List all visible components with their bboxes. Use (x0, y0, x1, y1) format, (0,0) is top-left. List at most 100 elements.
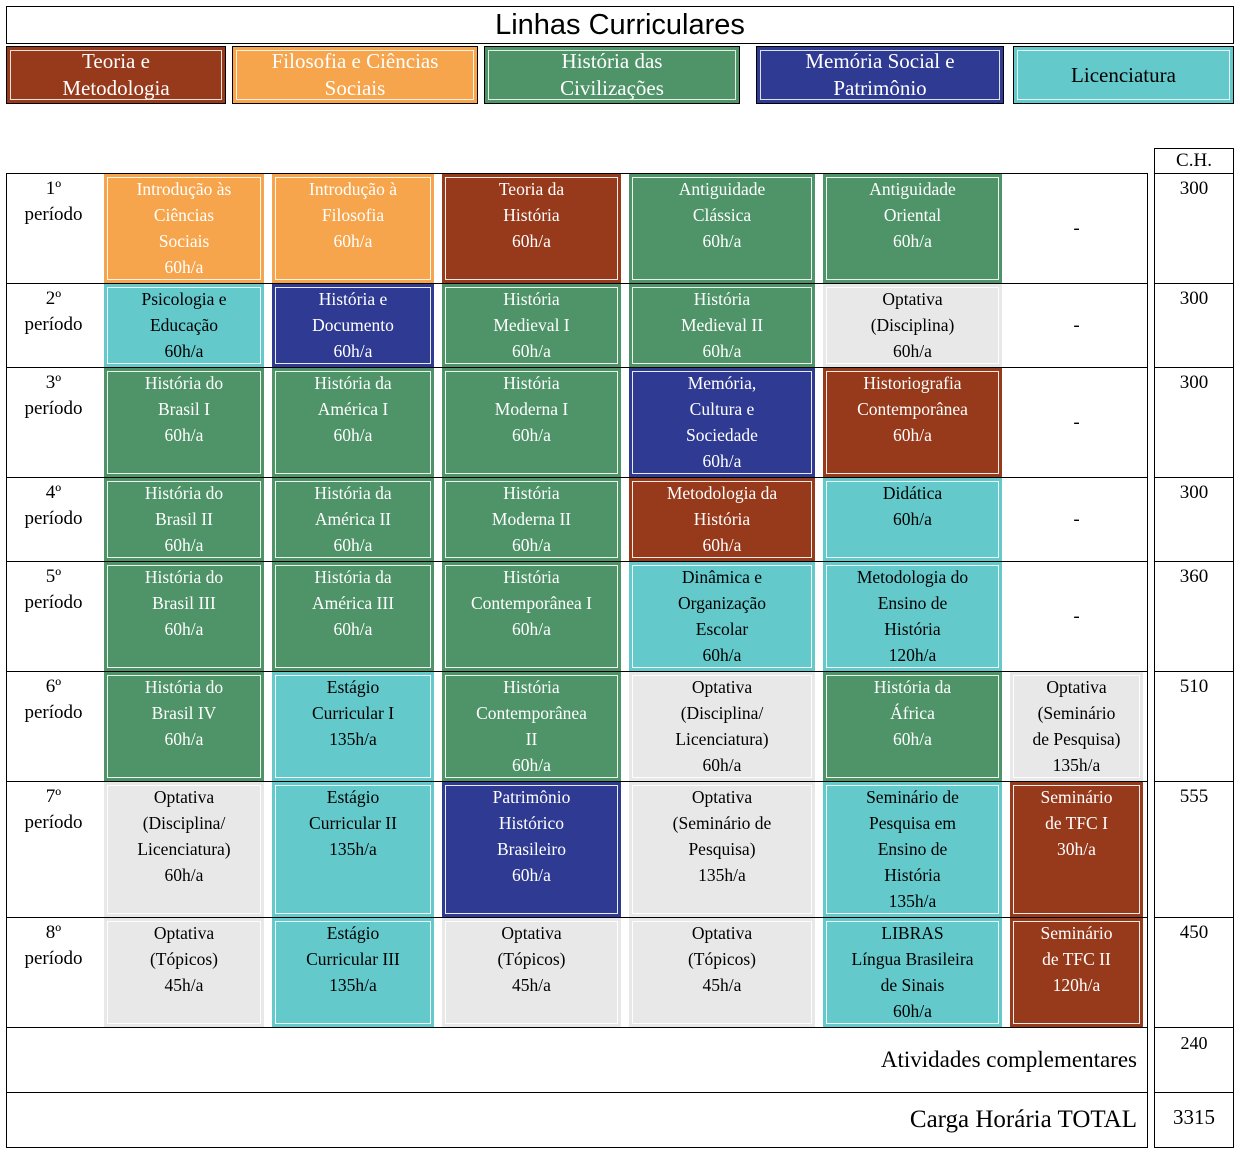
course-line: História (503, 289, 560, 309)
course-line: Contemporânea (857, 399, 968, 419)
course-cell: Optativa (Seminário de Pesquisa) 135h/a (1010, 672, 1143, 781)
course-line: Dinâmica e (681, 567, 763, 587)
period-label-line: 7º (45, 786, 62, 807)
ch-value: 240 (1154, 1027, 1234, 1093)
course-cell: História da América I 60h/a (272, 368, 434, 477)
course-cell-slot: Teoria da História 60h/a (438, 174, 625, 283)
footer-row-atividades-complementares: Atividades complementares 240 (6, 1027, 1234, 1093)
footer-row-carga-horaria-total: Carga Horária TOTAL 3315 (6, 1092, 1234, 1148)
course-line: (Disciplina/ (142, 813, 226, 833)
course-line: Brasil IV (151, 703, 217, 723)
dash-text: - (1073, 411, 1080, 433)
ch-value: 450 (1154, 917, 1234, 1028)
course-line: América I (317, 399, 389, 419)
course-line: de TFC II (1042, 949, 1111, 969)
course-line: 60h/a (333, 619, 373, 639)
course-cell-slot: Metodologia da História 60h/a (625, 478, 819, 561)
course-line: Optativa (153, 923, 215, 943)
period-row-main: 5º período História do Brasil III 60h/a Histó… (6, 561, 1148, 672)
course-line: 60h/a (893, 341, 932, 361)
legend-label-line: Patrimônio (833, 76, 927, 100)
course-line: (Disciplina/ (680, 703, 764, 723)
course-cell: Teoria da História 60h/a (442, 174, 621, 283)
ch-header-label: C.H. (1176, 150, 1212, 171)
course-line: História da (314, 483, 392, 503)
course-line: 45h/a (512, 975, 551, 995)
course-cell: Optativa (Disciplina) 60h/a (823, 284, 1002, 367)
course-line: Sociais (158, 231, 210, 251)
course-line: de Pesquisa) (1032, 729, 1121, 749)
legend-item-filosofia-e-ciencias-sociais: Filosofia e Ciências Sociais (232, 46, 478, 104)
course-line: Ensino de (877, 839, 948, 859)
course-line: 135h/a (329, 975, 377, 995)
course-line: 60h/a (512, 231, 551, 251)
course-cell-slot: História e Documento 60h/a (268, 284, 438, 367)
course-cell: Historiografia Contemporânea 60h/a (823, 368, 1002, 477)
course-cell-slot: História Contemporânea I 60h/a (438, 562, 625, 671)
course-cell-slot: Optativa (Disciplina/Licenciatura) 60h/a (625, 672, 819, 781)
course-cell-slot: Optativa (Disciplina) 60h/a (819, 284, 1006, 367)
period-label: 6º período (7, 672, 100, 781)
course-line: 60h/a (893, 425, 932, 445)
course-cell-slot: Historiografia Contemporânea 60h/a (819, 368, 1006, 477)
course-line: História do (144, 677, 224, 697)
course-cell: Optativa (Tópicos) 45h/a (442, 918, 621, 1027)
course-line: História da (314, 373, 392, 393)
course-cell-slot: Patrimônio Histórico Brasileiro 60h/a (438, 782, 625, 917)
legend-row: Teoria e Metodologia Filosofia e Ciências S… (6, 46, 1234, 104)
legend-label-line: Teoria e (82, 49, 150, 73)
course-cell: História e Documento 60h/a (272, 284, 434, 367)
period-label-line: período (24, 398, 83, 419)
period-row-1: 1º período Introdução às Ciências Sociais 60h… (6, 173, 1234, 284)
course-line: Seminário de (866, 787, 959, 807)
course-cell: História Contemporânea II 60h/a (442, 672, 621, 781)
course-line: Cultura e (689, 399, 755, 419)
course-line: América II (314, 509, 392, 529)
legend-item-historia-das-civilizacoes: História das Civilizações (484, 46, 740, 104)
course-line: 60h/a (333, 341, 373, 361)
course-line: 30h/a (1057, 839, 1096, 859)
footer-label: Carga Horária TOTAL (909, 1106, 1137, 1133)
period-label-line: 3º (45, 372, 62, 393)
course-line: 60h/a (702, 451, 742, 471)
course-cell: Antiguidade Clássica 60h/a (629, 174, 815, 283)
course-line: (Tópicos) (149, 949, 219, 969)
course-cell-slot: História Contemporânea II 60h/a (438, 672, 625, 781)
legend-label-line: Metodologia (62, 76, 170, 100)
course-line: Optativa (501, 923, 562, 943)
course-line: 60h/a (164, 535, 204, 555)
course-line: Optativa (691, 923, 753, 943)
course-line: Optativa (882, 289, 943, 309)
period-label-line: período (24, 948, 83, 969)
ch-value: 510 (1154, 671, 1234, 782)
course-cell-slot: História Moderna I 60h/a (438, 368, 625, 477)
period-label-line: 5º (45, 566, 62, 587)
empty-cell: - (1006, 284, 1147, 367)
course-cell-slot: Antiguidade Oriental 60h/a (819, 174, 1006, 283)
course-line: 60h/a (702, 645, 742, 665)
period-label-line: período (24, 204, 83, 225)
ch-value: 3315 (1154, 1092, 1234, 1148)
course-line: História (693, 289, 751, 309)
course-cell: História Contemporânea I 60h/a (442, 562, 621, 671)
course-cell-slot: História da América II 60h/a (268, 478, 438, 561)
course-line: Historiografia (863, 373, 962, 393)
course-line: Curricular II (309, 813, 397, 833)
course-line: 60h/a (702, 755, 742, 775)
course-line: (Seminário (1037, 703, 1116, 723)
period-row-4: 4º período História do Brasil II 60h/a Histór… (6, 477, 1234, 562)
course-line: 60h/a (512, 619, 551, 639)
period-label-line: 1º (45, 178, 62, 199)
period-label: 2º período (7, 284, 100, 367)
course-line: História (503, 567, 560, 587)
empty-cell: - (1006, 174, 1147, 283)
course-line: (Seminário de (672, 813, 772, 833)
course-line: Curricular III (306, 949, 400, 969)
course-line: 60h/a (164, 865, 204, 885)
period-label: 7º período (7, 782, 100, 917)
ch-header-row: C.H. (6, 148, 1234, 174)
course-line: 60h/a (893, 729, 932, 749)
course-line: 60h/a (512, 341, 551, 361)
legend-label-line: Civilizações (560, 76, 664, 100)
period-label: 5º período (7, 562, 100, 671)
